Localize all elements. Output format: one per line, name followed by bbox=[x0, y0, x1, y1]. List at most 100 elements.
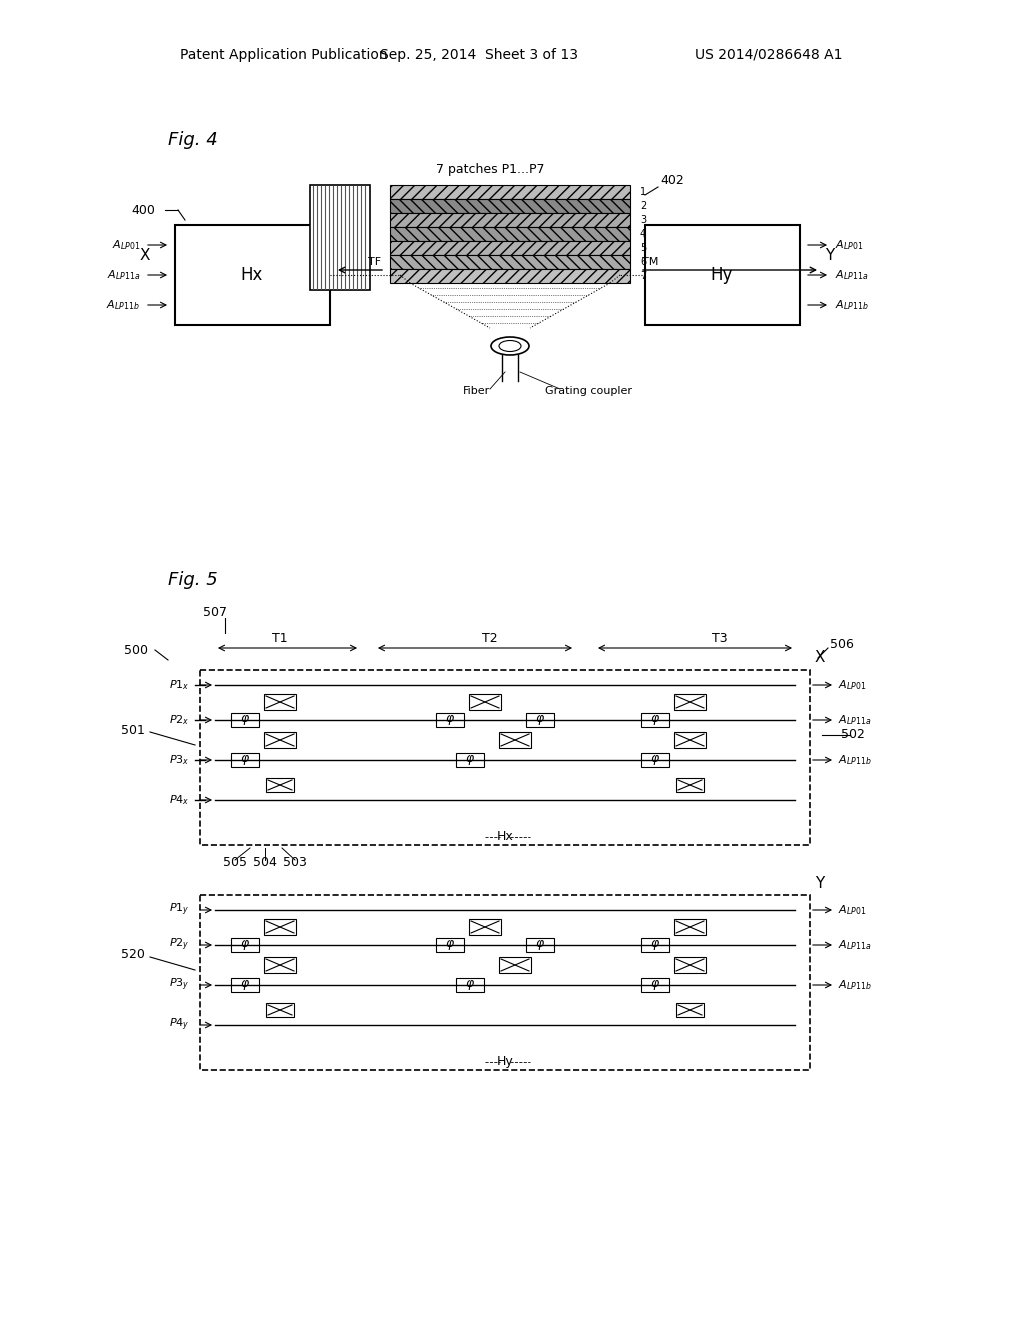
Text: 507: 507 bbox=[203, 606, 227, 619]
Bar bbox=[390, 213, 630, 227]
Text: $\varphi$: $\varphi$ bbox=[240, 939, 250, 952]
Bar bbox=[266, 777, 294, 792]
Bar bbox=[264, 733, 296, 748]
Bar bbox=[231, 939, 259, 952]
Bar bbox=[200, 671, 810, 845]
Bar bbox=[266, 1003, 294, 1016]
Text: $A_{LP11b}$: $A_{LP11b}$ bbox=[835, 298, 868, 312]
Text: $A_{LP11a}$: $A_{LP11a}$ bbox=[838, 713, 871, 727]
Text: 5: 5 bbox=[640, 243, 646, 253]
Bar bbox=[674, 733, 706, 748]
Bar bbox=[390, 227, 630, 242]
Bar bbox=[674, 957, 706, 973]
Text: T2: T2 bbox=[482, 631, 498, 644]
Bar bbox=[676, 1003, 705, 1016]
Text: T3: T3 bbox=[712, 631, 728, 644]
Ellipse shape bbox=[499, 341, 521, 351]
Bar bbox=[456, 752, 484, 767]
Text: $\varphi$: $\varphi$ bbox=[650, 752, 660, 767]
Bar bbox=[641, 713, 669, 727]
Text: 505: 505 bbox=[223, 857, 247, 870]
Bar bbox=[499, 957, 531, 973]
Bar bbox=[390, 269, 630, 282]
Text: Fig. 4: Fig. 4 bbox=[168, 131, 218, 149]
Text: Patent Application Publication: Patent Application Publication bbox=[180, 48, 388, 62]
Text: Hy: Hy bbox=[711, 267, 733, 284]
Text: 500: 500 bbox=[124, 644, 148, 656]
Bar bbox=[456, 978, 484, 993]
Text: $A_{LP11a}$: $A_{LP11a}$ bbox=[838, 939, 871, 952]
Bar bbox=[175, 224, 330, 325]
Bar bbox=[390, 185, 630, 199]
Text: $P1_y$: $P1_y$ bbox=[169, 902, 190, 919]
Bar bbox=[436, 939, 464, 952]
Bar bbox=[641, 978, 669, 993]
Ellipse shape bbox=[490, 337, 529, 355]
Text: TM: TM bbox=[642, 257, 658, 267]
Bar bbox=[645, 224, 800, 325]
Text: 2: 2 bbox=[640, 201, 646, 211]
Text: 400: 400 bbox=[131, 203, 155, 216]
Text: $P3_y$: $P3_y$ bbox=[169, 977, 190, 993]
Bar bbox=[674, 919, 706, 935]
Bar bbox=[310, 185, 370, 290]
Text: $A_{LP11b}$: $A_{LP11b}$ bbox=[106, 298, 140, 312]
Text: Hx: Hx bbox=[241, 267, 263, 284]
Text: 3: 3 bbox=[640, 215, 646, 224]
Text: $\varphi$: $\varphi$ bbox=[535, 939, 545, 952]
Text: Fiber: Fiber bbox=[463, 385, 490, 396]
Text: $A_{LP01}$: $A_{LP01}$ bbox=[835, 238, 863, 252]
Text: Y: Y bbox=[825, 248, 835, 263]
Text: 502: 502 bbox=[841, 729, 865, 742]
Bar bbox=[676, 777, 705, 792]
Text: $A_{LP11b}$: $A_{LP11b}$ bbox=[838, 978, 871, 991]
Bar bbox=[390, 199, 630, 213]
Text: $A_{LP11a}$: $A_{LP11a}$ bbox=[835, 268, 868, 282]
Text: $P2_x$: $P2_x$ bbox=[169, 713, 190, 727]
Text: Fig. 5: Fig. 5 bbox=[168, 572, 218, 589]
Bar bbox=[526, 713, 554, 727]
Bar bbox=[390, 242, 630, 255]
Text: $P4_x$: $P4_x$ bbox=[169, 793, 190, 807]
Text: $P3_x$: $P3_x$ bbox=[169, 754, 190, 767]
Bar bbox=[526, 939, 554, 952]
Bar bbox=[264, 694, 296, 710]
Text: $\varphi$: $\varphi$ bbox=[240, 713, 250, 727]
Bar bbox=[264, 957, 296, 973]
Text: $\varphi$: $\varphi$ bbox=[650, 978, 660, 993]
Text: Grating coupler: Grating coupler bbox=[545, 385, 632, 396]
Bar bbox=[674, 694, 706, 710]
Text: $A_{LP11b}$: $A_{LP11b}$ bbox=[838, 754, 871, 767]
Bar bbox=[499, 733, 531, 748]
Bar bbox=[200, 895, 810, 1071]
Bar bbox=[264, 919, 296, 935]
Text: Sep. 25, 2014  Sheet 3 of 13: Sep. 25, 2014 Sheet 3 of 13 bbox=[380, 48, 578, 62]
Text: $\varphi$: $\varphi$ bbox=[465, 978, 475, 993]
Text: $A_{LP01}$: $A_{LP01}$ bbox=[838, 903, 866, 917]
Text: Y: Y bbox=[815, 875, 824, 891]
Text: $\varphi$: $\varphi$ bbox=[535, 713, 545, 727]
Text: 4: 4 bbox=[640, 228, 646, 239]
Text: 503: 503 bbox=[283, 857, 307, 870]
Bar bbox=[231, 752, 259, 767]
Text: $P2_y$: $P2_y$ bbox=[169, 937, 190, 953]
Text: 402: 402 bbox=[660, 173, 684, 186]
Text: X: X bbox=[815, 651, 825, 665]
Text: 6: 6 bbox=[640, 257, 646, 267]
Text: 520: 520 bbox=[121, 949, 145, 961]
Text: $P1_x$: $P1_x$ bbox=[169, 678, 190, 692]
Bar bbox=[231, 713, 259, 727]
Text: $\varphi$: $\varphi$ bbox=[650, 939, 660, 952]
Text: $\varphi$: $\varphi$ bbox=[445, 713, 455, 727]
Text: $\varphi$: $\varphi$ bbox=[240, 752, 250, 767]
Text: 1: 1 bbox=[640, 187, 646, 197]
Bar bbox=[436, 713, 464, 727]
Text: $\varphi$: $\varphi$ bbox=[650, 713, 660, 727]
Bar bbox=[641, 752, 669, 767]
Text: 506: 506 bbox=[830, 639, 854, 652]
Text: 501: 501 bbox=[121, 723, 145, 737]
Text: $\varphi$: $\varphi$ bbox=[240, 978, 250, 993]
Text: 7 patches P1...P7: 7 patches P1...P7 bbox=[436, 164, 544, 177]
Text: $A_{LP01}$: $A_{LP01}$ bbox=[838, 678, 866, 692]
Text: 7: 7 bbox=[640, 271, 646, 281]
